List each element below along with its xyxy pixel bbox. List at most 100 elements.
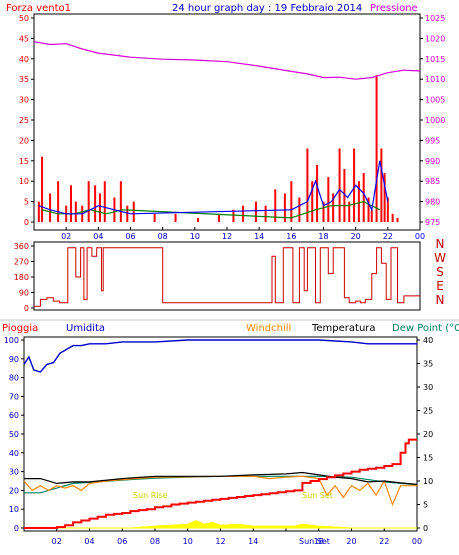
hum-x-tick-label: 00 — [412, 537, 422, 546]
hum-y-tick-label: 60 — [9, 411, 19, 420]
wind-x-tick-label: 12 — [222, 232, 232, 241]
legend-windchill: Windchill — [246, 323, 291, 334]
hum-y-tick-label: 100 — [4, 336, 19, 345]
panel-frame-direction — [33, 241, 421, 311]
wind-x-tick-label: 02 — [61, 232, 71, 241]
temp-y-tick-label: 35 — [423, 360, 433, 369]
humidity-panel: 0 10 20 30 40 50 60 70 80 90 100 0 5 10 15 20 25 30 35 40 02… — [4, 336, 433, 546]
chart-title: 24 hour graph day : 19 Febbraio 2014 — [172, 3, 362, 14]
dir-y-tick-label: 360 — [14, 242, 29, 251]
panel-frame-wind — [33, 13, 421, 231]
wind-axis-title: Forza vento1 — [6, 3, 71, 14]
dir-y-tick-label: 0 — [24, 304, 29, 313]
wind-x-tick-label: 08 — [158, 232, 168, 241]
wind-y-tick-label: 20 — [19, 136, 29, 145]
sun-set-axis-label: Sun Set — [299, 537, 330, 546]
wind-x-tick-label: 18 — [318, 232, 328, 241]
hum-x-tick-label: 12 — [215, 537, 225, 546]
hum-y-tick-label: 20 — [9, 486, 19, 495]
temp-y-tick-label: 30 — [423, 383, 433, 392]
legend-humidity: Umidita — [66, 323, 105, 334]
pressure-y-tick-label: 995 — [425, 136, 440, 145]
hum-x-tick-label: 10 — [183, 537, 193, 546]
wind-y-tick-label: 50 — [19, 14, 29, 23]
pressure-axis-title: Pressione — [370, 3, 418, 14]
dir-compass-label: E — [436, 279, 444, 293]
sun-rise-label: Sun Rise — [133, 491, 168, 500]
wind-y-tick-label: 15 — [19, 157, 29, 166]
wind-y-tick-label: 40 — [19, 55, 29, 64]
wind-y-tick-label: 35 — [19, 75, 29, 84]
hum-y-tick-label: 90 — [9, 355, 19, 364]
pressure-y-tick-label: 985 — [425, 177, 440, 186]
humidity-series — [23, 339, 417, 373]
hum-y-tick-label: 80 — [9, 374, 19, 383]
temp-y-tick-label: 40 — [423, 336, 433, 345]
hum-y-tick-label: 0 — [14, 524, 19, 533]
wind-panel: 0510152025303540455097598098599099510001… — [19, 14, 446, 241]
hum-y-tick-label: 30 — [9, 468, 19, 477]
pressure-y-tick-label: 1015 — [425, 55, 445, 64]
hum-x-tick-label: 04 — [84, 537, 94, 546]
wind-x-tick-label: 16 — [286, 232, 296, 241]
wind-x-tick-label: 06 — [125, 232, 135, 241]
wind-y-tick-label: 25 — [19, 116, 29, 125]
wind-y-tick-label: 5 — [24, 198, 29, 207]
hum-x-tick-label: 14 — [248, 537, 258, 546]
pressure-y-tick-label: 1000 — [425, 116, 445, 125]
solar-series — [24, 519, 417, 529]
pressure-y-tick-label: 990 — [425, 157, 440, 166]
dir-compass-label: S — [436, 265, 444, 279]
dir-y-tick-label: 90 — [19, 289, 29, 298]
dir-compass-label: W — [434, 251, 446, 265]
wind-x-tick-label: 14 — [254, 232, 264, 241]
wind-x-tick-label: 20 — [351, 232, 361, 241]
wind-direction-series — [34, 247, 420, 307]
pressure-y-tick-label: 980 — [425, 198, 440, 207]
sun-set-label: Sun Set — [302, 491, 333, 500]
dewpoint-series — [24, 475, 418, 494]
hum-y-tick-label: 40 — [9, 449, 19, 458]
wind-y-tick-label: 45 — [19, 34, 29, 43]
rain-series — [24, 438, 417, 529]
temp-y-tick-label: 25 — [423, 407, 433, 416]
hum-y-tick-label: 70 — [9, 392, 19, 401]
wind-y-tick-label: 30 — [19, 96, 29, 105]
hum-y-tick-label: 50 — [9, 430, 19, 439]
wind-avg-series — [38, 160, 389, 215]
temp-y-tick-label: 5 — [423, 501, 428, 510]
wind-x-tick-label: 10 — [190, 232, 200, 241]
hum-x-tick-label: 22 — [379, 537, 389, 546]
dir-y-tick-label: 270 — [14, 258, 29, 267]
pressure-y-tick-label: 1010 — [425, 75, 445, 84]
dir-compass-label: N — [436, 293, 445, 307]
panel-frame-humidity — [23, 336, 418, 532]
pressure-y-tick-label: 1005 — [425, 96, 445, 105]
legend-rain: Pioggia — [2, 323, 38, 334]
legend-dewpoint: Dew Point (°C — [392, 323, 459, 334]
pressure-series — [33, 41, 421, 80]
dir-compass-label: N — [436, 237, 445, 251]
wind-y-tick-label: 10 — [19, 177, 29, 186]
hum-y-tick-label: 10 — [9, 505, 19, 514]
wind-x-tick-label: 04 — [93, 232, 103, 241]
wind-x-tick-label: 00 — [415, 232, 425, 241]
hum-x-tick-label: 06 — [117, 537, 127, 546]
hum-x-tick-label: 08 — [150, 537, 160, 546]
temperature-series — [24, 471, 418, 485]
wind-y-tick-label: 0 — [24, 218, 29, 227]
temp-y-tick-label: 20 — [423, 430, 433, 439]
pressure-y-tick-label: 1025 — [425, 14, 445, 23]
dir-y-tick-label: 180 — [14, 273, 29, 282]
hum-x-tick-label: 20 — [346, 537, 356, 546]
temp-y-tick-label: 15 — [423, 454, 433, 463]
hum-x-tick-label: 02 — [52, 537, 62, 546]
temp-y-tick-label: 0 — [423, 524, 428, 533]
pressure-y-tick-label: 1020 — [425, 34, 445, 43]
legend-temperature: Temperatura — [311, 323, 376, 334]
hum-x-tick-label: 18 — [314, 537, 324, 546]
pressure-y-tick-label: 975 — [425, 218, 440, 227]
